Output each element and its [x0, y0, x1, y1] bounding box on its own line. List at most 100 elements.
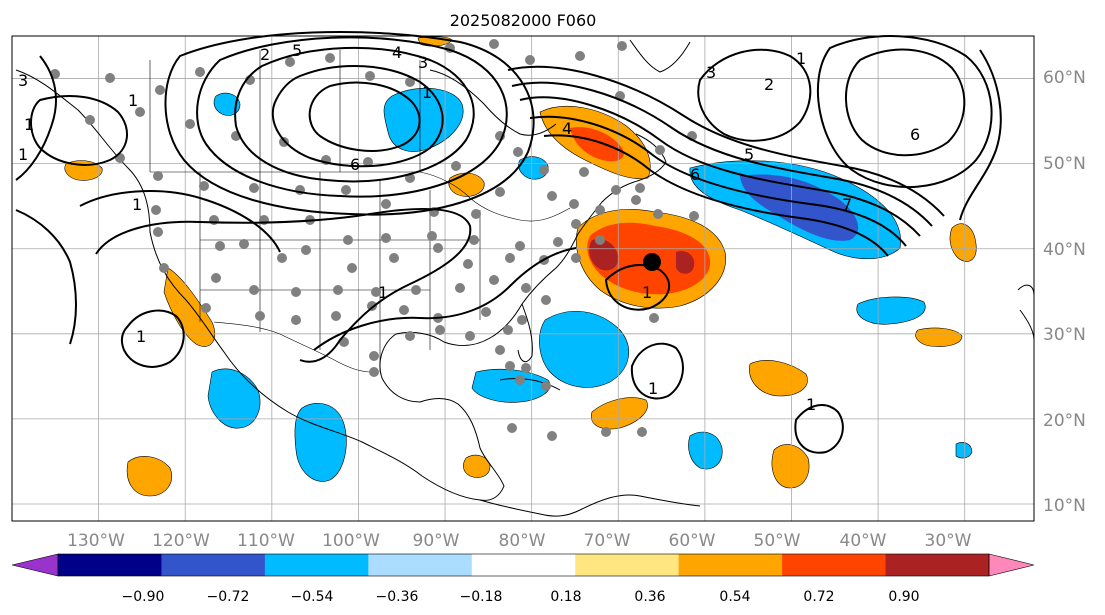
- station-dot: [427, 231, 437, 241]
- station-dot: [541, 295, 551, 305]
- colorbar-segment: [575, 554, 680, 576]
- station-dot: [513, 147, 523, 157]
- lat-label: 60°N: [1043, 68, 1086, 88]
- colorbar-frame: [57, 553, 990, 577]
- colorbar-tick-label: 0.72: [803, 589, 834, 605]
- contour-us-1: [95, 208, 472, 363]
- contour-label: 5: [744, 145, 754, 164]
- colorbar-tick-label: −0.72: [207, 589, 250, 605]
- station-dot: [153, 227, 163, 237]
- coast-cuba: [499, 377, 561, 391]
- contour-low-center-3: [234, 46, 475, 183]
- station-dot: [521, 363, 531, 373]
- storm-center-marker: [643, 253, 661, 271]
- colorbar-tick-label: −0.90: [122, 589, 165, 605]
- lon-label: 130°W: [67, 531, 125, 551]
- shade-blue-pacific-nw: [213, 92, 241, 116]
- contour-low-center-4: [196, 36, 508, 198]
- map-title: 2025082000 F060: [450, 11, 597, 30]
- contour-label: 1: [136, 327, 146, 346]
- station-dot: [481, 307, 491, 317]
- station-dot: [341, 185, 351, 195]
- station-dot: [325, 53, 335, 63]
- coast-south-america: [579, 494, 701, 511]
- contour-us-east: [313, 247, 577, 351]
- colorbar-segment: [471, 554, 576, 576]
- station-dot: [371, 287, 381, 297]
- station-dot: [463, 259, 473, 269]
- station-dot: [433, 243, 443, 253]
- station-dot: [507, 423, 517, 433]
- station-dot: [291, 287, 301, 297]
- station-dot: [255, 311, 265, 321]
- station-dot: [489, 275, 499, 285]
- contour-alaska: [30, 95, 129, 166]
- station-dot: [411, 285, 421, 295]
- station-dot: [553, 237, 563, 247]
- contour-labels: 1 1 1 1 1 1 2 3 4 5 6 4 3 2 3 5 6 7 1 1 …: [18, 41, 920, 414]
- contour-east-high-3: [817, 35, 993, 189]
- station-dot: [369, 351, 379, 361]
- station-dot: [405, 331, 415, 341]
- border-states-1: [199, 172, 481, 372]
- station-dot: [279, 137, 289, 147]
- lon-label: 110°W: [237, 531, 295, 551]
- colorbar: −0.90 −0.72 −0.54 −0.36 −0.18 0.18 0.36 …: [11, 553, 1035, 605]
- lat-label: 20°N: [1043, 411, 1086, 431]
- shade-blue-mexico: [294, 403, 347, 482]
- station-dot: [539, 165, 549, 175]
- contour-pacific-1: [120, 309, 185, 368]
- station-dot: [159, 263, 169, 273]
- station-dot: [239, 239, 249, 249]
- station-dot: [465, 331, 475, 341]
- station-dot: [451, 161, 461, 171]
- shade-blue-mexico-west: [207, 368, 261, 429]
- station-dot: [135, 107, 145, 117]
- lat-label: 50°N: [1043, 154, 1086, 174]
- lon-label: 30°W: [925, 531, 972, 551]
- shade-red-labrador: [570, 127, 624, 162]
- station-dot: [381, 233, 391, 243]
- station-dot: [569, 199, 579, 209]
- contour-label: 1: [24, 115, 34, 134]
- station-dot: [505, 253, 515, 263]
- station-dot: [343, 235, 353, 245]
- colorbar-segment: [368, 554, 473, 576]
- shade-orange-east-edge: [949, 223, 977, 262]
- coast-north-america: [15, 69, 667, 501]
- station-dot: [153, 171, 163, 181]
- shade-darkred-storm-east: [676, 250, 695, 274]
- contour-jet-3: [507, 65, 945, 217]
- station-dot: [471, 209, 481, 219]
- station-dot: [209, 215, 219, 225]
- contour-label: 6: [350, 155, 360, 174]
- contour-label: 1: [648, 379, 658, 398]
- station-dot: [365, 71, 375, 81]
- coast-central-america: [479, 499, 581, 517]
- contour-label: 1: [132, 195, 142, 214]
- station-dot: [547, 431, 557, 441]
- station-dot: [249, 183, 259, 193]
- map-background: [12, 36, 1034, 521]
- station-dot: [495, 345, 505, 355]
- contour-label: 3: [18, 71, 28, 90]
- colorbar-segments: [11, 553, 1035, 577]
- shade-orange-mexico: [463, 454, 491, 478]
- lon-label: 120°W: [152, 531, 210, 551]
- contour-label: 4: [392, 43, 402, 62]
- contour-label: 1: [422, 83, 432, 102]
- coastlines: [15, 39, 1035, 517]
- contour-label: 1: [806, 395, 816, 414]
- station-dot: [505, 361, 515, 371]
- station-dot: [331, 311, 341, 321]
- contour-label: 4: [562, 119, 572, 138]
- station-dot: [653, 209, 663, 219]
- border-us-mexico: [213, 321, 373, 373]
- station-dot: [495, 187, 505, 197]
- lon-label: 60°W: [669, 531, 716, 551]
- station-dot: [151, 205, 161, 215]
- political-borders: [149, 50, 571, 373]
- contour-jet-5: [543, 134, 889, 257]
- contour-label: 1: [642, 283, 652, 302]
